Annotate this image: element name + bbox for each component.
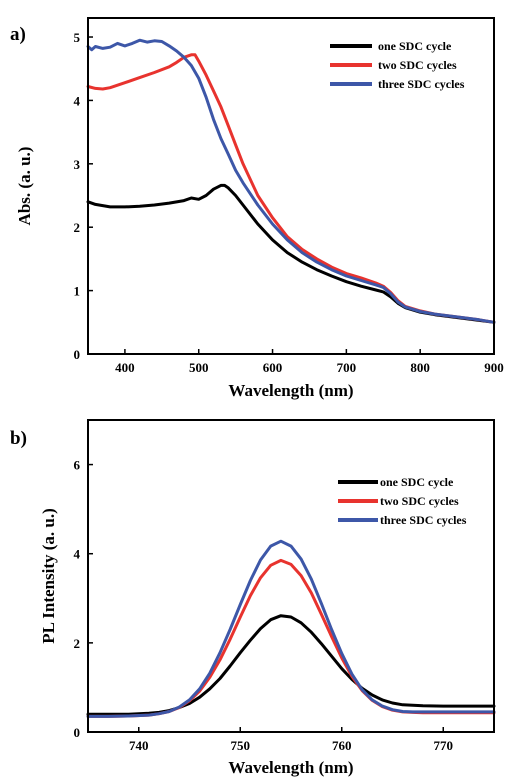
- x-tick-label: 500: [189, 360, 209, 375]
- series-line-1: [86, 558, 496, 718]
- y-tick-label: 0: [74, 347, 81, 362]
- y-tick-label: 2: [74, 636, 81, 651]
- legend-label: three SDC cycles: [378, 77, 465, 91]
- legend-label: two SDC cycles: [380, 494, 459, 508]
- panel-label: a): [10, 24, 26, 45]
- x-tick-label: 770: [434, 738, 454, 753]
- legend-label: one SDC cycle: [380, 475, 454, 489]
- y-tick-label: 2: [74, 220, 81, 235]
- series-line-2: [86, 38, 496, 324]
- legend: one SDC cycle two SDC cycles three SDC cyc…: [330, 39, 465, 91]
- legend: one SDC cycle two SDC cycles three SDC cyc…: [338, 475, 467, 527]
- series-line-1: [86, 53, 496, 324]
- x-tick-label: 900: [484, 360, 504, 375]
- y-tick-label: 1: [74, 284, 81, 299]
- x-axis-title: Wavelength (nm): [228, 758, 353, 777]
- x-tick-label: 750: [231, 738, 251, 753]
- y-tick-label: 0: [74, 725, 81, 740]
- y-axis-title: PL Intensity (a. u.): [39, 508, 58, 644]
- x-tick-label: 760: [332, 738, 352, 753]
- x-tick-label: 600: [263, 360, 283, 375]
- plot-frame: [87, 17, 495, 355]
- x-tick-label: 700: [337, 360, 357, 375]
- y-tick-label: 3: [74, 157, 81, 172]
- panel-label: b): [10, 428, 27, 449]
- chart-panel-0: a) 400 500 600 700 800 900 0 1 2 3 4 5 Wavelength (nm…: [10, 17, 504, 400]
- legend-label: two SDC cycles: [378, 58, 457, 72]
- plot-frame: [87, 419, 495, 733]
- x-axis-title: Wavelength (nm): [228, 381, 353, 400]
- chart-panel-1: b) 740 750 760 770 0 2 4 6 Wavelength (nm) PL Inte…: [10, 419, 496, 777]
- series-line-0: [86, 183, 496, 324]
- y-axis-title: Abs. (a. u.): [15, 147, 34, 226]
- y-tick-label: 4: [74, 547, 81, 562]
- series-line-2: [86, 539, 496, 718]
- y-tick-label: 4: [74, 93, 81, 108]
- x-tick-label: 400: [115, 360, 135, 375]
- legend-label: one SDC cycle: [378, 39, 452, 53]
- series-line-0: [86, 614, 496, 716]
- y-tick-label: 5: [74, 30, 81, 45]
- y-tick-label: 6: [74, 458, 81, 473]
- legend-label: three SDC cycles: [380, 513, 467, 527]
- x-tick-label: 800: [410, 360, 430, 375]
- x-tick-label: 740: [129, 738, 149, 753]
